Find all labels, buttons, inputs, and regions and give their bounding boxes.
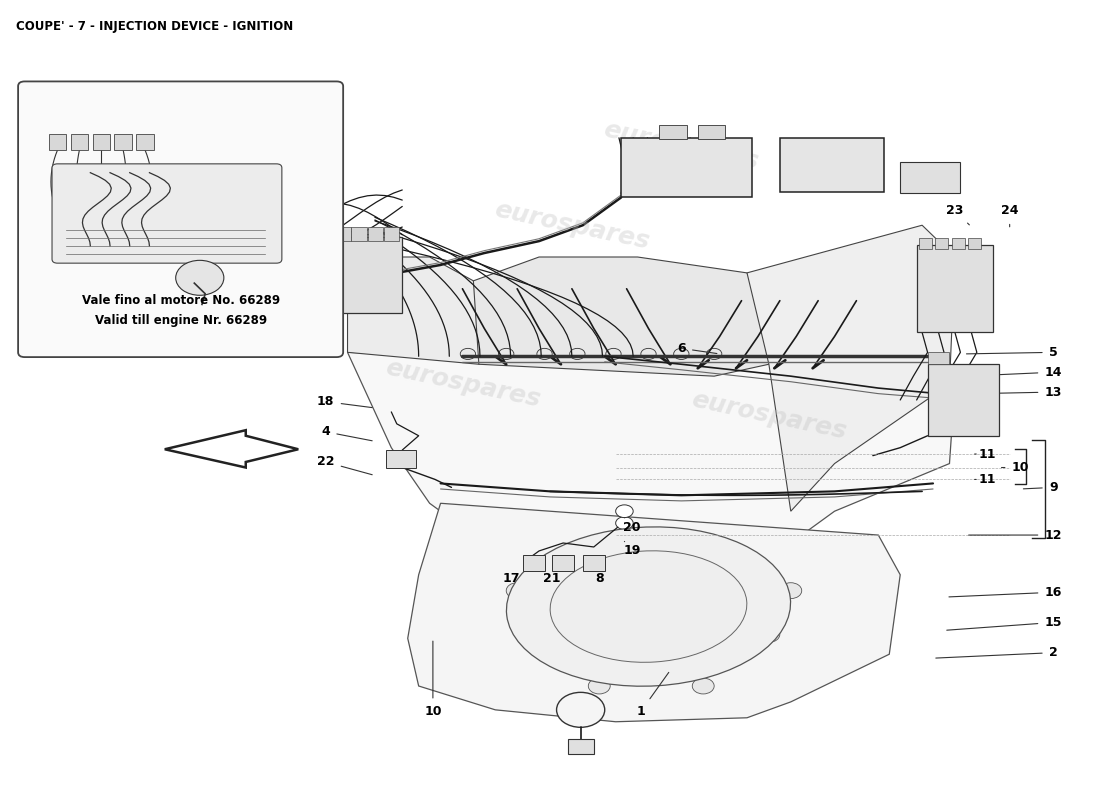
Circle shape <box>673 348 689 359</box>
Circle shape <box>588 678 610 694</box>
Text: 3: 3 <box>48 299 191 312</box>
Text: 13: 13 <box>980 386 1063 398</box>
Text: 18: 18 <box>317 395 372 408</box>
Bar <box>968 238 981 249</box>
Bar <box>367 227 383 241</box>
Circle shape <box>606 348 621 359</box>
Circle shape <box>616 517 634 530</box>
Text: 9: 9 <box>1023 481 1058 494</box>
Bar <box>780 138 883 192</box>
Text: 4: 4 <box>321 426 372 441</box>
Bar <box>916 245 993 333</box>
Text: 16: 16 <box>949 586 1063 598</box>
FancyBboxPatch shape <box>18 82 343 357</box>
Bar <box>935 238 948 249</box>
Circle shape <box>537 348 552 359</box>
Bar <box>927 352 949 364</box>
Text: 20: 20 <box>624 518 641 534</box>
Circle shape <box>570 348 585 359</box>
Circle shape <box>460 348 475 359</box>
Polygon shape <box>165 430 298 467</box>
Text: 23: 23 <box>946 205 969 225</box>
Text: 11: 11 <box>975 447 997 461</box>
Text: 19: 19 <box>624 542 641 558</box>
FancyBboxPatch shape <box>52 164 282 263</box>
Circle shape <box>706 348 722 359</box>
Text: 12: 12 <box>969 529 1063 542</box>
Text: COUPE' - 7 - INJECTION DEVICE - IGNITION: COUPE' - 7 - INJECTION DEVICE - IGNITION <box>15 20 294 34</box>
Circle shape <box>506 582 528 598</box>
Text: eurospares: eurospares <box>383 356 542 412</box>
Text: 8: 8 <box>595 563 604 586</box>
Ellipse shape <box>506 527 791 686</box>
Circle shape <box>758 626 780 642</box>
Text: 11: 11 <box>975 473 997 486</box>
Text: 22: 22 <box>317 455 372 474</box>
Bar <box>386 450 417 467</box>
Circle shape <box>692 678 714 694</box>
Text: eurospares: eurospares <box>492 197 651 254</box>
Circle shape <box>498 348 514 359</box>
Bar <box>114 134 132 150</box>
Polygon shape <box>408 503 900 722</box>
Circle shape <box>528 626 550 642</box>
Bar <box>697 125 725 139</box>
Text: eurospares: eurospares <box>602 118 761 174</box>
Bar <box>522 555 544 571</box>
Text: 7: 7 <box>48 266 147 280</box>
Text: 17: 17 <box>503 567 528 586</box>
Bar <box>70 134 88 150</box>
Text: eurospares: eurospares <box>230 253 389 309</box>
Text: 6: 6 <box>676 342 717 355</box>
Text: eurospares: eurospares <box>689 388 849 444</box>
Text: eurospares: eurospares <box>89 187 222 241</box>
Circle shape <box>557 692 605 727</box>
Text: Valid till engine Nr. 66289: Valid till engine Nr. 66289 <box>95 314 266 327</box>
Text: 10: 10 <box>425 641 441 718</box>
Circle shape <box>930 386 947 398</box>
Text: 1: 1 <box>637 672 669 718</box>
Bar <box>583 555 605 571</box>
Text: Vale fino al motore No. 66289: Vale fino al motore No. 66289 <box>81 294 279 307</box>
Polygon shape <box>348 352 955 559</box>
Polygon shape <box>473 257 791 376</box>
Text: 24: 24 <box>1001 205 1019 227</box>
Bar <box>320 237 403 313</box>
Bar <box>927 364 999 436</box>
Bar <box>92 134 110 150</box>
Text: 2: 2 <box>936 646 1058 659</box>
Bar <box>351 227 366 241</box>
Text: 14: 14 <box>969 366 1063 378</box>
Polygon shape <box>348 257 506 364</box>
Bar <box>952 238 965 249</box>
Bar <box>659 125 686 139</box>
Text: 21: 21 <box>543 566 561 586</box>
Bar <box>136 134 154 150</box>
Ellipse shape <box>550 551 747 662</box>
Bar <box>48 134 66 150</box>
Circle shape <box>641 348 657 359</box>
Bar <box>621 138 752 198</box>
Bar <box>384 227 399 241</box>
Bar <box>336 227 351 241</box>
Bar <box>319 227 334 241</box>
Text: 10: 10 <box>1001 461 1030 474</box>
Bar <box>552 555 574 571</box>
Circle shape <box>176 260 224 295</box>
Bar <box>568 739 594 754</box>
Polygon shape <box>747 226 955 511</box>
Text: 15: 15 <box>947 616 1063 630</box>
Bar <box>918 238 932 249</box>
Circle shape <box>616 505 634 518</box>
Bar <box>900 162 960 194</box>
Text: 5: 5 <box>967 346 1058 359</box>
Circle shape <box>780 582 802 598</box>
